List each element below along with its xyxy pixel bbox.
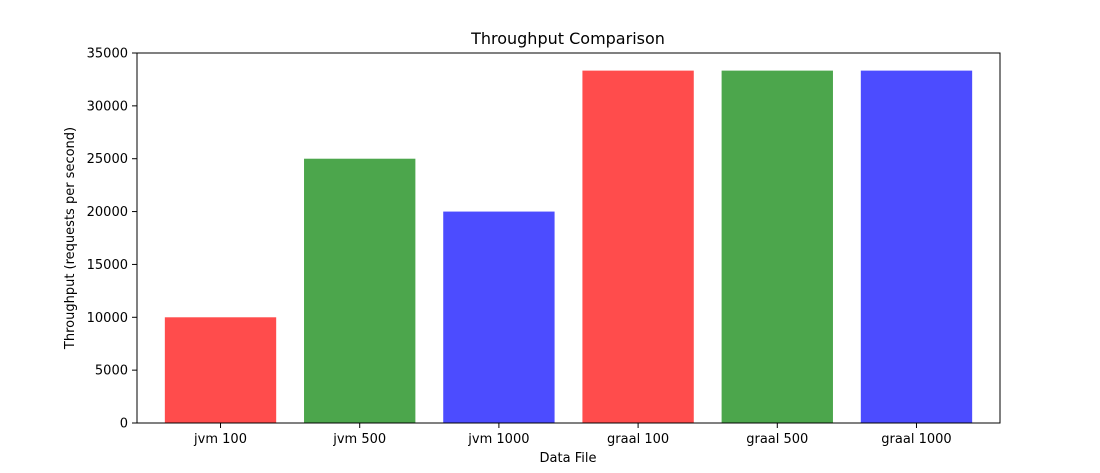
y-tick-label: 25000 [87, 152, 128, 167]
x-tick-label: jvm 1000 [467, 432, 529, 447]
x-tick-label: jvm 500 [332, 432, 386, 447]
bar-jvm-500 [304, 158, 416, 423]
bar-graal-100 [582, 70, 694, 424]
x-tick-label: graal 500 [746, 432, 808, 447]
bars-layer [164, 70, 973, 424]
y-tick-label: 30000 [87, 99, 128, 114]
x-tick-label: jvm 100 [193, 432, 247, 447]
bar-jvm-100 [164, 317, 277, 423]
x-axis: jvm 100 jvm 500 jvm 1000 graal 100 graal 500… [193, 423, 952, 447]
y-axis: 0 5000 10000 15000 20000 25000 30000 35000 [87, 47, 137, 432]
y-tick-label: 35000 [87, 47, 128, 62]
y-tick-label: 0 [120, 417, 128, 432]
y-tick-label: 5000 [95, 364, 128, 379]
y-tick-label: 15000 [87, 258, 128, 273]
bar-jvm-1000 [443, 211, 555, 423]
x-tick-label: graal 100 [607, 432, 669, 447]
bar-graal-1000 [860, 70, 973, 424]
x-axis-title: Data File [540, 451, 597, 466]
bar-graal-500 [721, 70, 833, 424]
y-tick-label: 10000 [87, 311, 128, 326]
y-axis-title: Throughput (requests per second) [63, 127, 78, 350]
plot-frame [136, 52, 1001, 424]
chart-title: Throughput Comparison [470, 29, 665, 48]
x-tick-label: graal 1000 [881, 432, 951, 447]
y-tick-label: 20000 [87, 205, 128, 220]
